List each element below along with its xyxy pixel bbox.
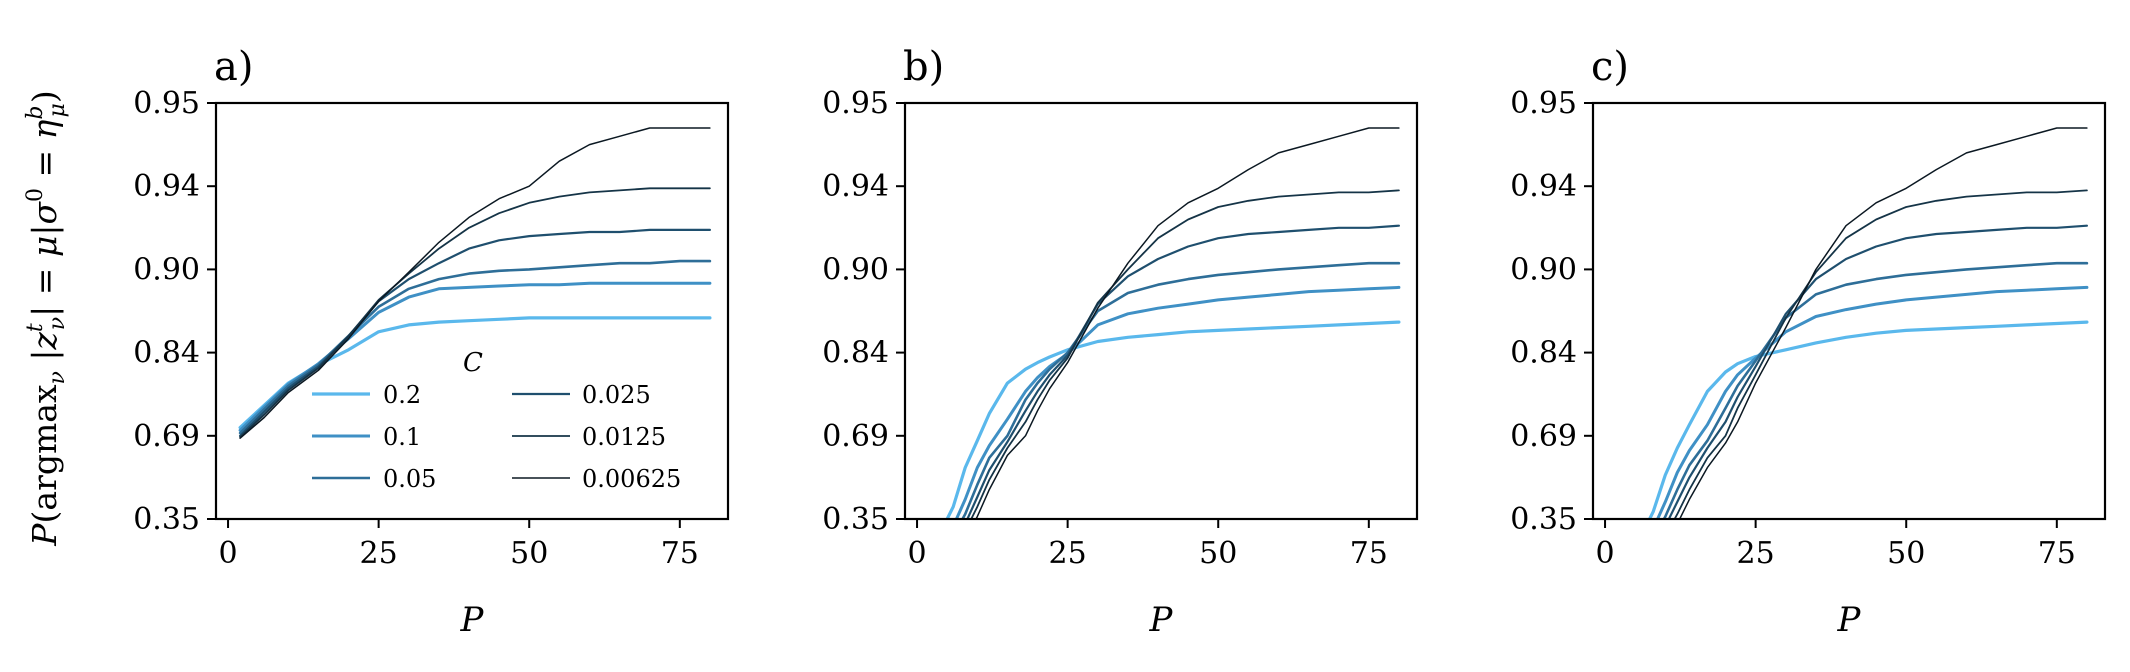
y-tick-label: 0.90 xyxy=(822,252,889,287)
legend-label: 0.2 xyxy=(383,381,421,409)
y-tick-label: 0.84 xyxy=(1510,336,1577,371)
x-tick-label: 25 xyxy=(1049,536,1087,571)
legend: C 0.2 0.1 0.05 0.025 0.0125 0.00625 xyxy=(312,348,681,493)
chart-panel-3: c) 0.35 0.69 0.84 0.90 0.94 0.95 0 25 50 75 P xyxy=(1510,44,2107,640)
legend-label: 0.0125 xyxy=(582,423,666,451)
series-line-0.025 xyxy=(966,224,1401,519)
y-tick-label: 0.94 xyxy=(1510,169,1577,204)
plot-frame xyxy=(214,101,730,521)
series-line-0.0125 xyxy=(970,189,1400,519)
y-tick-label: 0.84 xyxy=(133,336,200,371)
y-tick-label: 0.35 xyxy=(133,502,200,537)
legend-item-0.025: 0.025 xyxy=(512,381,651,409)
x-axis-title: P xyxy=(1149,600,1174,640)
legend-item-0.2: 0.2 xyxy=(312,381,421,409)
legend-item-0.0125: 0.0125 xyxy=(512,423,666,451)
y-tick-label: 0.35 xyxy=(822,502,889,537)
series-line-0.0125 xyxy=(239,187,711,438)
x-tick-label: 75 xyxy=(661,536,699,571)
series-line-0.0125 xyxy=(1673,189,2088,519)
y-tick-label: 0.94 xyxy=(822,169,889,204)
legend-label: 0.00625 xyxy=(582,465,681,493)
series-line-0.00625 xyxy=(1678,127,2088,519)
y-tick-label: 0.95 xyxy=(133,86,200,121)
series-line-0.2 xyxy=(945,320,1401,519)
legend-label: 0.05 xyxy=(383,465,436,493)
series-line-0.00625 xyxy=(975,127,1400,519)
y-tick-label: 0.90 xyxy=(133,252,200,287)
y-tick-label: 0.84 xyxy=(822,336,889,371)
y-tick-label: 0.69 xyxy=(133,419,200,454)
x-tick-label: 50 xyxy=(1887,536,1925,571)
legend-label: 0.025 xyxy=(582,381,651,409)
chart-panel-2: b) 0.35 0.69 0.84 0.90 0.94 0.95 0 25 50 75 P xyxy=(822,44,1419,640)
x-tick-label: 50 xyxy=(1199,536,1237,571)
y-tick-label: 0.69 xyxy=(822,419,889,454)
legend-item-0.00625: 0.00625 xyxy=(512,465,681,493)
x-tick-label: 0 xyxy=(908,536,927,571)
panel-label: a) xyxy=(214,44,253,90)
legend-title: C xyxy=(463,348,483,378)
y-tick-label: 0.94 xyxy=(133,169,200,204)
series-line-0.05 xyxy=(961,261,1401,519)
x-tick-label: 50 xyxy=(510,536,548,571)
series-line-0.2 xyxy=(1647,320,2089,519)
y-tick-label: 0.35 xyxy=(1510,502,1577,537)
panel-label: c) xyxy=(1591,44,1629,90)
plot-frame xyxy=(1591,101,2107,521)
plot-frame xyxy=(903,101,1419,521)
series-group xyxy=(1647,127,2089,519)
x-tick-label: 75 xyxy=(2038,536,2076,571)
y-tick-label: 0.95 xyxy=(1510,86,1577,121)
x-tick-label: 75 xyxy=(1350,536,1388,571)
series-line-0.025 xyxy=(239,228,712,437)
legend-item-0.1: 0.1 xyxy=(312,423,421,451)
series-line-0.1 xyxy=(1655,285,2089,519)
svg-text:P(argmaxν |ztν| = μ|σ0 = ηbμ): P(argmaxν |ztν| = μ|σ0 = ηbμ) xyxy=(23,90,70,546)
y-tick-label: 0.69 xyxy=(1510,419,1577,454)
series-group xyxy=(238,127,712,439)
x-axis-title: P xyxy=(460,600,485,640)
x-tick-label: 25 xyxy=(360,536,398,571)
series-line-0.00625 xyxy=(239,127,711,439)
y-tick-label: 0.95 xyxy=(822,86,889,121)
series-line-0.05 xyxy=(238,259,712,435)
y-tick-label: 0.90 xyxy=(1510,252,1577,287)
legend-item-0.05: 0.05 xyxy=(312,465,436,493)
chart-panel-1: a) 0.35 0.69 0.84 0.90 0.94 0.95 0 25 50 75 P C 0.2 0.… xyxy=(133,44,730,640)
series-line-0.1 xyxy=(954,285,1401,519)
panel-label: b) xyxy=(903,44,944,90)
series-line-0.05 xyxy=(1662,261,2089,519)
x-tick-label: 25 xyxy=(1737,536,1775,571)
y-axis-title: P(argmaxν |ztν| = μ|σ0 = ηbμ) xyxy=(23,90,70,546)
legend-label: 0.1 xyxy=(383,423,421,451)
x-axis-title: P xyxy=(1837,600,1862,640)
series-group xyxy=(945,127,1401,519)
x-tick-label: 0 xyxy=(219,536,238,571)
x-tick-label: 0 xyxy=(1596,536,1615,571)
